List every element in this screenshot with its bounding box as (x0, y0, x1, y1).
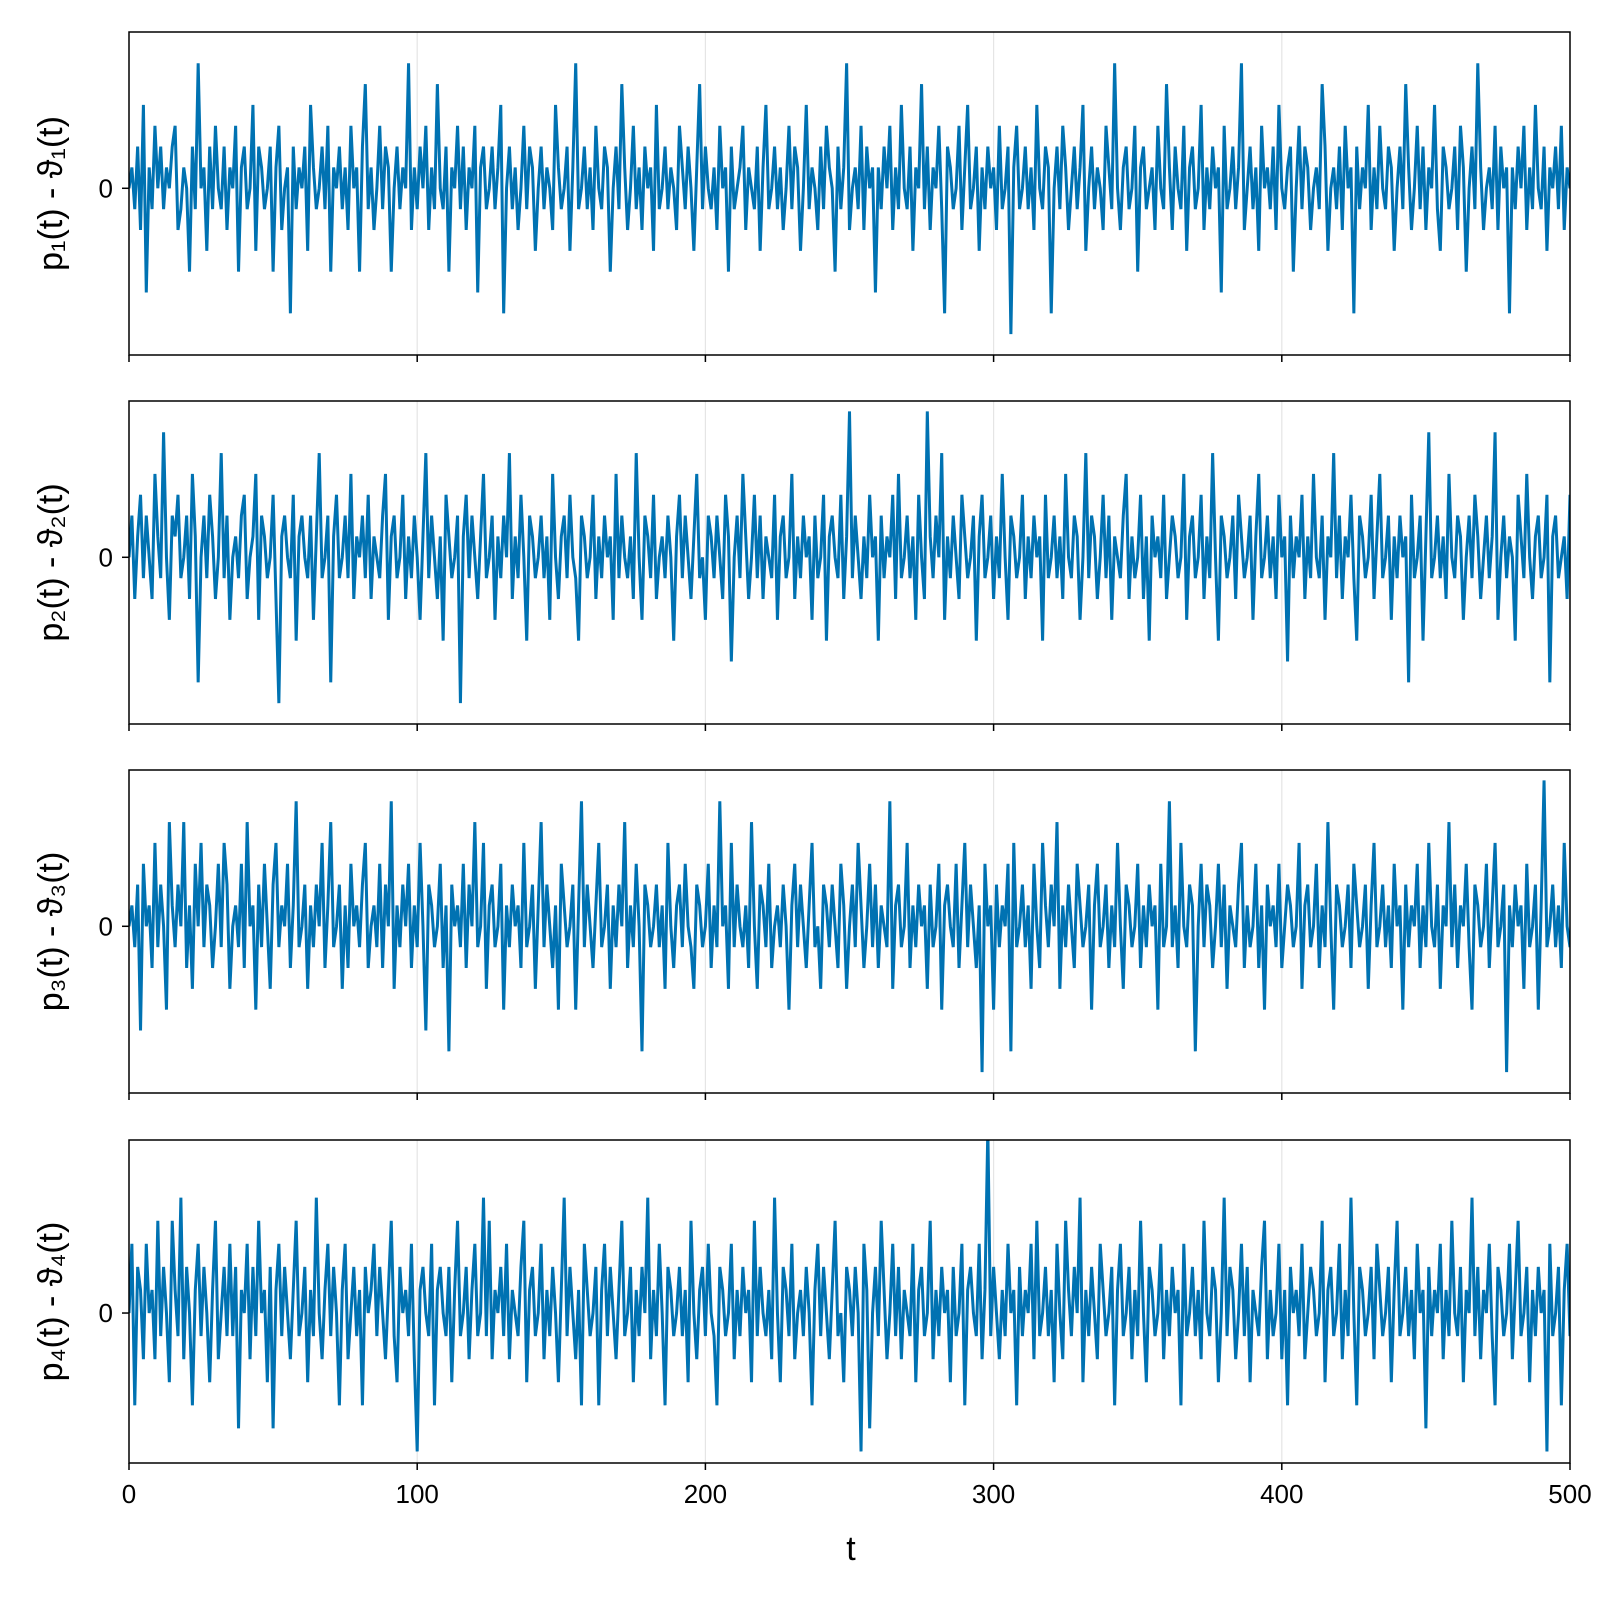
y-tick-label: 0 (99, 542, 113, 572)
y-tick-label: 0 (99, 1298, 113, 1328)
y-axis-label-3: p₃(t) - ϑ₃(t) (32, 852, 70, 1012)
panel-1: 0 p₁(t) - ϑ₁(t) (32, 31, 1571, 362)
panels: 0 p₁(t) - ϑ₁(t) 0 p₂(t) - ϑ₂(t) 0 p₃(t) - ϑ₃(… (32, 31, 1571, 1470)
x-tick-label: 500 (1548, 1479, 1591, 1509)
x-tick-label: 100 (396, 1479, 439, 1509)
panel-2: 0 p₂(t) - ϑ₂(t) (32, 400, 1571, 731)
y-axis-label-2: p₂(t) - ϑ₂(t) (32, 483, 70, 641)
panel-frame (128, 769, 1571, 1094)
series-line-3 (129, 780, 1570, 1073)
x-axis-label: t (846, 1530, 856, 1568)
y-tick-label: 0 (99, 173, 113, 203)
series-line-4 (129, 1140, 1570, 1452)
y-axis-label-1: p₁(t) - ϑ₁(t) (32, 116, 70, 271)
x-tick-label: 300 (972, 1479, 1015, 1509)
y-axis-label-4: p₄(t) - ϑ₄(t) (32, 1222, 70, 1382)
x-tick-label: 400 (1260, 1479, 1303, 1509)
x-tick-label: 0 (122, 1479, 136, 1509)
panel-frame (128, 1139, 1571, 1464)
series-line-2 (129, 411, 1570, 704)
x-tick-label: 200 (684, 1479, 727, 1509)
panel-frame (128, 31, 1571, 356)
panel-3: 0 p₃(t) - ϑ₃(t) (32, 769, 1571, 1100)
panel-frame (128, 400, 1571, 725)
series-line-1 (129, 63, 1570, 335)
panel-4: 0 p₄(t) - ϑ₄(t) (32, 1139, 1571, 1470)
y-tick-label: 0 (99, 911, 113, 941)
x-tick-labels: 0 100 200 300 400 500 (122, 1479, 1592, 1509)
